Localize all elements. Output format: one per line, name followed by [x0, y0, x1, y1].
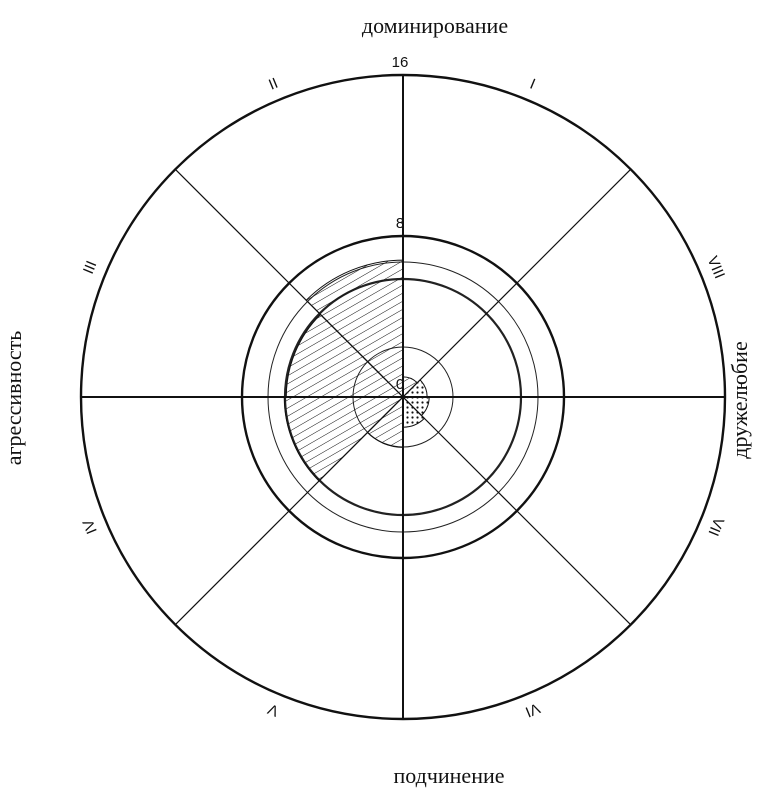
divider — [174, 168, 404, 398]
divider — [402, 396, 632, 626]
category-label: II — [266, 75, 280, 94]
tick-label: 8 — [396, 215, 404, 232]
category-label: IV — [80, 517, 101, 537]
axis-label-top: доминирование — [362, 13, 508, 38]
category-label: I — [527, 76, 537, 93]
sector — [305, 259, 404, 399]
divider — [174, 396, 404, 626]
category-label: VII — [704, 515, 727, 538]
axis-label-right: дружелюбие — [727, 341, 752, 458]
category-label: V — [266, 700, 282, 720]
tick-label: 16 — [392, 54, 409, 71]
sector — [285, 313, 405, 398]
category-label: III — [80, 258, 100, 276]
divider — [402, 168, 632, 398]
axis-label-left: агрессивность — [1, 331, 26, 466]
tick-label: 0 — [396, 376, 404, 393]
category-label: VIII — [704, 254, 728, 281]
axis-label-bottom: подчинение — [393, 763, 504, 788]
category-label: VI — [523, 699, 543, 720]
sector — [283, 396, 405, 482]
